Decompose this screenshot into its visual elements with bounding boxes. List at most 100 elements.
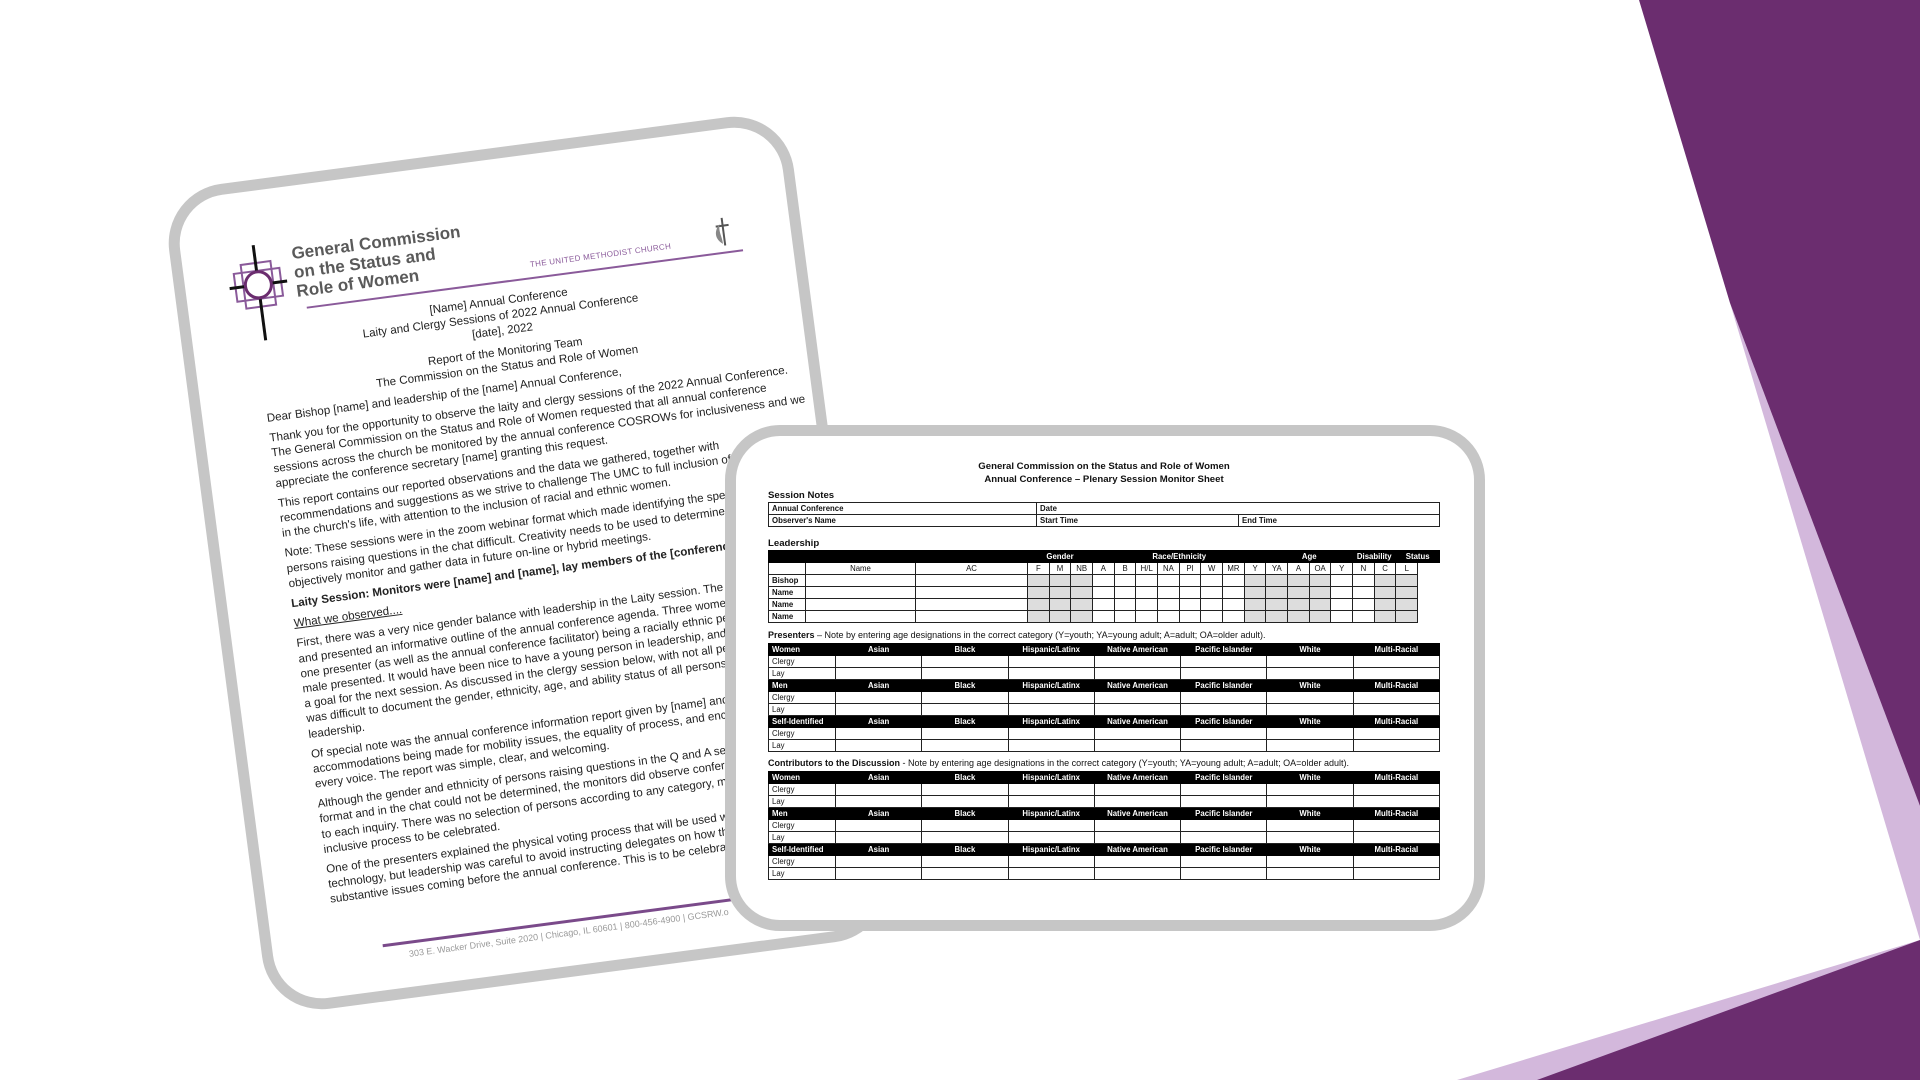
checkbox-cell[interactable] (1113, 574, 1137, 587)
entry-cell[interactable] (921, 691, 1009, 704)
entry-cell[interactable] (1180, 819, 1268, 832)
entry-cell[interactable] (1093, 739, 1182, 752)
entry-cell[interactable] (1093, 703, 1182, 716)
entry-cell[interactable] (1266, 691, 1354, 704)
checkbox-cell[interactable] (1287, 586, 1310, 599)
entry-cell[interactable] (1180, 655, 1268, 668)
checkbox-cell[interactable] (1352, 574, 1375, 587)
checkbox-cell[interactable] (1308, 586, 1332, 599)
entry-cell[interactable] (1352, 739, 1441, 752)
entry-cell[interactable] (834, 795, 923, 808)
entry-cell[interactable] (834, 819, 923, 832)
name-cell[interactable] (805, 586, 916, 599)
entry-cell[interactable] (1266, 867, 1354, 880)
entry-cell[interactable] (1352, 691, 1441, 704)
checkbox-cell[interactable] (1243, 586, 1267, 599)
checkbox-cell[interactable] (1092, 586, 1115, 599)
checkbox-cell[interactable] (1243, 610, 1267, 623)
entry-cell[interactable] (921, 831, 1009, 844)
entry-cell[interactable] (1007, 831, 1095, 844)
name-cell[interactable] (805, 598, 916, 611)
end-time-field[interactable]: End Time (1238, 514, 1440, 527)
entry-cell[interactable] (1266, 783, 1354, 796)
entry-cell[interactable] (921, 855, 1009, 868)
checkbox-cell[interactable] (1157, 610, 1180, 623)
checkbox-cell[interactable] (1373, 574, 1397, 587)
checkbox-cell[interactable] (1265, 574, 1289, 587)
entry-cell[interactable] (1093, 855, 1182, 868)
entry-cell[interactable] (834, 655, 923, 668)
entry-cell[interactable] (1093, 691, 1182, 704)
checkbox-cell[interactable] (1200, 598, 1224, 611)
checkbox-cell[interactable] (1027, 586, 1050, 599)
checkbox-cell[interactable] (1330, 574, 1354, 587)
entry-cell[interactable] (1007, 655, 1095, 668)
checkbox-cell[interactable] (1352, 610, 1375, 623)
checkbox-cell[interactable] (1048, 586, 1072, 599)
checkbox-cell[interactable] (1287, 610, 1310, 623)
annual-conference-field[interactable]: Annual Conference (768, 502, 1037, 515)
entry-cell[interactable] (1180, 727, 1268, 740)
checkbox-cell[interactable] (1265, 610, 1289, 623)
checkbox-cell[interactable] (1373, 610, 1397, 623)
entry-cell[interactable] (921, 655, 1009, 668)
entry-cell[interactable] (1266, 795, 1354, 808)
entry-cell[interactable] (921, 739, 1009, 752)
entry-cell[interactable] (1093, 655, 1182, 668)
checkbox-cell[interactable] (1330, 598, 1354, 611)
entry-cell[interactable] (1266, 667, 1354, 680)
checkbox-cell[interactable] (1135, 598, 1159, 611)
checkbox-cell[interactable] (1113, 598, 1137, 611)
checkbox-cell[interactable] (1308, 610, 1332, 623)
entry-cell[interactable] (834, 739, 923, 752)
entry-cell[interactable] (1180, 783, 1268, 796)
checkbox-cell[interactable] (1027, 598, 1050, 611)
entry-cell[interactable] (1093, 667, 1182, 680)
entry-cell[interactable] (1180, 831, 1268, 844)
entry-cell[interactable] (1007, 795, 1095, 808)
checkbox-cell[interactable] (1178, 574, 1202, 587)
entry-cell[interactable] (1180, 691, 1268, 704)
entry-cell[interactable] (834, 691, 923, 704)
entry-cell[interactable] (834, 867, 923, 880)
checkbox-cell[interactable] (1092, 598, 1115, 611)
checkbox-cell[interactable] (1222, 586, 1245, 599)
checkbox-cell[interactable] (1395, 610, 1419, 623)
entry-cell[interactable] (1180, 795, 1268, 808)
checkbox-cell[interactable] (1092, 610, 1115, 623)
entry-cell[interactable] (834, 727, 923, 740)
ac-cell[interactable] (914, 610, 1029, 623)
checkbox-cell[interactable] (1048, 610, 1072, 623)
checkbox-cell[interactable] (1027, 574, 1050, 587)
entry-cell[interactable] (1007, 727, 1095, 740)
entry-cell[interactable] (921, 703, 1009, 716)
entry-cell[interactable] (921, 867, 1009, 880)
entry-cell[interactable] (1266, 819, 1354, 832)
entry-cell[interactable] (1093, 831, 1182, 844)
entry-cell[interactable] (1266, 855, 1354, 868)
entry-cell[interactable] (1266, 655, 1354, 668)
entry-cell[interactable] (834, 831, 923, 844)
entry-cell[interactable] (921, 727, 1009, 740)
entry-cell[interactable] (1007, 739, 1095, 752)
checkbox-cell[interactable] (1222, 598, 1245, 611)
entry-cell[interactable] (1093, 783, 1182, 796)
checkbox-cell[interactable] (1178, 586, 1202, 599)
checkbox-cell[interactable] (1395, 598, 1419, 611)
entry-cell[interactable] (1352, 855, 1441, 868)
entry-cell[interactable] (1266, 831, 1354, 844)
entry-cell[interactable] (1352, 819, 1441, 832)
entry-cell[interactable] (1352, 655, 1441, 668)
checkbox-cell[interactable] (1048, 598, 1072, 611)
entry-cell[interactable] (921, 795, 1009, 808)
checkbox-cell[interactable] (1243, 574, 1267, 587)
ac-cell[interactable] (914, 598, 1029, 611)
checkbox-cell[interactable] (1178, 598, 1202, 611)
entry-cell[interactable] (1266, 739, 1354, 752)
entry-cell[interactable] (1352, 667, 1441, 680)
entry-cell[interactable] (1180, 739, 1268, 752)
entry-cell[interactable] (1093, 727, 1182, 740)
entry-cell[interactable] (1180, 703, 1268, 716)
checkbox-cell[interactable] (1243, 598, 1267, 611)
entry-cell[interactable] (1093, 867, 1182, 880)
